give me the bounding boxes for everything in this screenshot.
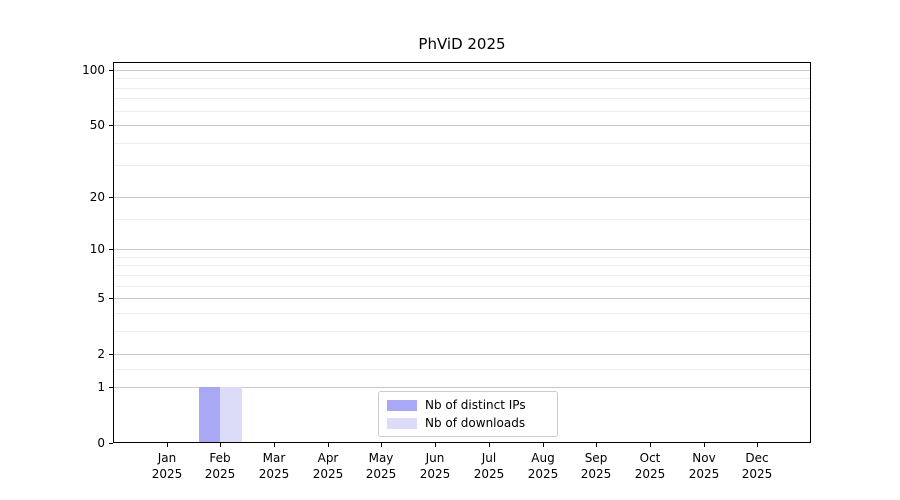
y-gridline-minor xyxy=(114,313,810,314)
y-gridline-major xyxy=(114,387,810,388)
x-tick-label: Nov 2025 xyxy=(672,450,736,482)
legend-label-downloads: Nb of downloads xyxy=(425,416,526,430)
x-tick-label: Apr 2025 xyxy=(296,450,360,482)
x-tick-label: Mar 2025 xyxy=(242,450,306,482)
x-tick-label-line: 2025 xyxy=(151,467,183,481)
x-tick-label-line: 2025 xyxy=(312,467,344,481)
bar-nb-of-downloads-feb-2025 xyxy=(220,386,242,443)
y-gridline-minor xyxy=(114,265,810,266)
x-tick-mark xyxy=(650,443,651,447)
y-tick-mark xyxy=(109,298,113,299)
x-tick-mark xyxy=(435,443,436,447)
x-tick-label-line: May xyxy=(368,451,394,465)
x-tick-label-line: Jun xyxy=(425,451,445,465)
x-tick-label-line: 2025 xyxy=(741,467,773,481)
x-tick-mark xyxy=(328,443,329,447)
x-tick-mark xyxy=(274,443,275,447)
x-tick-label: Oct 2025 xyxy=(618,450,682,482)
x-tick-label-line: 2025 xyxy=(580,467,612,481)
y-gridline-minor xyxy=(114,88,810,89)
y-tick-mark xyxy=(109,249,113,250)
x-tick-label-line: Jul xyxy=(481,451,497,465)
x-tick-mark xyxy=(220,443,221,447)
y-gridline-minor xyxy=(114,98,810,99)
x-tick-mark xyxy=(167,443,168,447)
y-tick-label: 1 xyxy=(97,380,105,394)
y-tick-label: 10 xyxy=(89,242,105,256)
y-gridline-major xyxy=(114,70,810,71)
x-tick-label-line: 2025 xyxy=(688,467,720,481)
y-gridline-major xyxy=(114,197,810,198)
plot-area xyxy=(113,62,811,443)
y-tick-label: 5 xyxy=(97,291,105,305)
y-tick-label: 0 xyxy=(97,436,105,450)
y-gridline-minor xyxy=(114,111,810,112)
y-tick-label: 50 xyxy=(89,118,105,132)
x-tick-mark xyxy=(381,443,382,447)
y-gridline-minor xyxy=(114,219,810,220)
y-gridline-major xyxy=(114,125,810,126)
x-tick-label-line: Mar xyxy=(262,451,286,465)
y-gridline-minor xyxy=(114,78,810,79)
x-tick-label: May 2025 xyxy=(349,450,413,482)
legend-item-downloads: Nb of downloads xyxy=(387,414,549,432)
x-tick-label-line: Sep xyxy=(584,451,608,465)
legend-item-distinct-ips: Nb of distinct IPs xyxy=(387,396,549,414)
legend-swatch-distinct-ips-icon xyxy=(387,399,417,411)
legend-swatch-downloads-icon xyxy=(387,417,417,429)
x-tick-label: Jun 2025 xyxy=(403,450,467,482)
y-gridline-minor xyxy=(114,257,810,258)
y-gridline-major xyxy=(114,354,810,355)
x-tick-label-line: Aug xyxy=(531,451,555,465)
legend-label-distinct-ips: Nb of distinct IPs xyxy=(425,398,526,412)
y-gridline-major xyxy=(114,249,810,250)
x-tick-label-line: Apr xyxy=(317,451,339,465)
x-tick-label-line: Jan xyxy=(157,451,177,465)
x-tick-mark xyxy=(757,443,758,447)
x-tick-label-line: 2025 xyxy=(258,467,290,481)
y-tick-label: 100 xyxy=(82,63,105,77)
y-tick-label: 2 xyxy=(97,347,105,361)
x-tick-mark xyxy=(596,443,597,447)
x-tick-label-line: Oct xyxy=(639,451,661,465)
y-tick-mark xyxy=(109,387,113,388)
x-tick-label: Dec 2025 xyxy=(725,450,789,482)
y-gridline-minor xyxy=(114,369,810,370)
y-gridline-minor xyxy=(114,286,810,287)
y-gridline-minor xyxy=(114,331,810,332)
y-tick-mark xyxy=(109,354,113,355)
x-tick-label-line: 2025 xyxy=(419,467,451,481)
chart-title: PhViD 2025 xyxy=(418,35,506,53)
x-tick-label: Feb 2025 xyxy=(188,450,252,482)
y-tick-mark xyxy=(109,125,113,126)
x-tick-mark xyxy=(489,443,490,447)
y-tick-label: 20 xyxy=(89,190,105,204)
x-tick-label: Jul 2025 xyxy=(457,450,521,482)
y-gridline-minor xyxy=(114,143,810,144)
x-tick-label-line: Nov xyxy=(692,451,716,465)
x-tick-mark xyxy=(543,443,544,447)
y-gridline-minor xyxy=(114,275,810,276)
x-tick-label-line: Feb xyxy=(209,451,231,465)
x-tick-label-line: 2025 xyxy=(634,467,666,481)
x-tick-label-line: Dec xyxy=(745,451,769,465)
x-tick-label: Aug 2025 xyxy=(511,450,575,482)
y-gridline-minor xyxy=(114,165,810,166)
x-tick-label: Sep 2025 xyxy=(564,450,628,482)
x-tick-label-line: 2025 xyxy=(527,467,559,481)
y-tick-mark xyxy=(109,443,113,444)
legend: Nb of distinct IPs Nb of downloads xyxy=(378,391,558,437)
x-tick-label: Jan 2025 xyxy=(135,450,199,482)
y-gridline-major xyxy=(114,298,810,299)
x-tick-label-line: 2025 xyxy=(473,467,505,481)
x-tick-label-line: 2025 xyxy=(204,467,236,481)
y-tick-mark xyxy=(109,197,113,198)
y-tick-mark xyxy=(109,70,113,71)
x-tick-mark xyxy=(704,443,705,447)
bar-nb-of-distinct-ips-feb-2025 xyxy=(198,386,221,443)
x-tick-label-line: 2025 xyxy=(365,467,397,481)
